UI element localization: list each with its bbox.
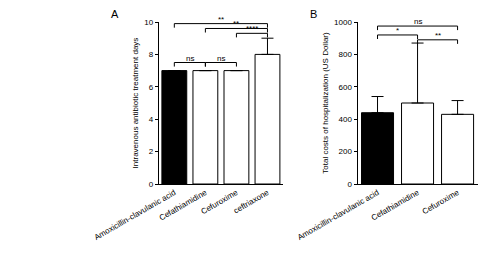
svg-text:10: 10	[144, 18, 153, 27]
svg-text:600: 600	[339, 83, 353, 92]
svg-text:Total costs of hospitalization: Total costs of hospitalization (US Dolla…	[321, 32, 330, 174]
svg-text:4: 4	[149, 115, 154, 124]
svg-text:0: 0	[149, 180, 154, 189]
svg-text:ns: ns	[414, 17, 422, 26]
svg-text:800: 800	[339, 50, 353, 59]
svg-text:2: 2	[149, 147, 154, 156]
svg-text:1000: 1000	[334, 18, 352, 27]
svg-text:*: *	[396, 26, 399, 35]
svg-text:400: 400	[339, 115, 353, 124]
svg-text:**: **	[218, 15, 224, 24]
svg-text:ns: ns	[217, 54, 225, 63]
svg-text:Cefuroxime: Cefuroxime	[200, 188, 240, 217]
svg-text:0: 0	[347, 180, 352, 189]
svg-text:Cefuroxime: Cefuroxime	[421, 188, 461, 217]
svg-text:**: **	[233, 19, 239, 28]
svg-text:****: ****	[246, 24, 258, 33]
svg-text:6: 6	[149, 83, 154, 92]
svg-text:8: 8	[149, 50, 154, 59]
svg-text:**: **	[435, 31, 441, 40]
svg-text:Cefathiamidine: Cefathiamidine	[370, 188, 421, 223]
svg-text:A: A	[111, 8, 119, 20]
svg-text:B: B	[310, 8, 317, 20]
svg-text:Amoxicillin-clavulanic acid: Amoxicillin-clavulanic acid	[93, 188, 178, 242]
svg-text:ceftriaxone: ceftriaxone	[232, 188, 271, 216]
svg-text:Amoxicillin-clavulanic acid: Amoxicillin-clavulanic acid	[296, 188, 381, 242]
svg-text:200: 200	[339, 147, 353, 156]
svg-text:Intravenous antibiotic treatme: Intravenous antibiotic treatment days	[131, 38, 140, 169]
svg-text:Cefathiamidine: Cefathiamidine	[158, 188, 209, 223]
svg-text:ns: ns	[186, 54, 194, 63]
